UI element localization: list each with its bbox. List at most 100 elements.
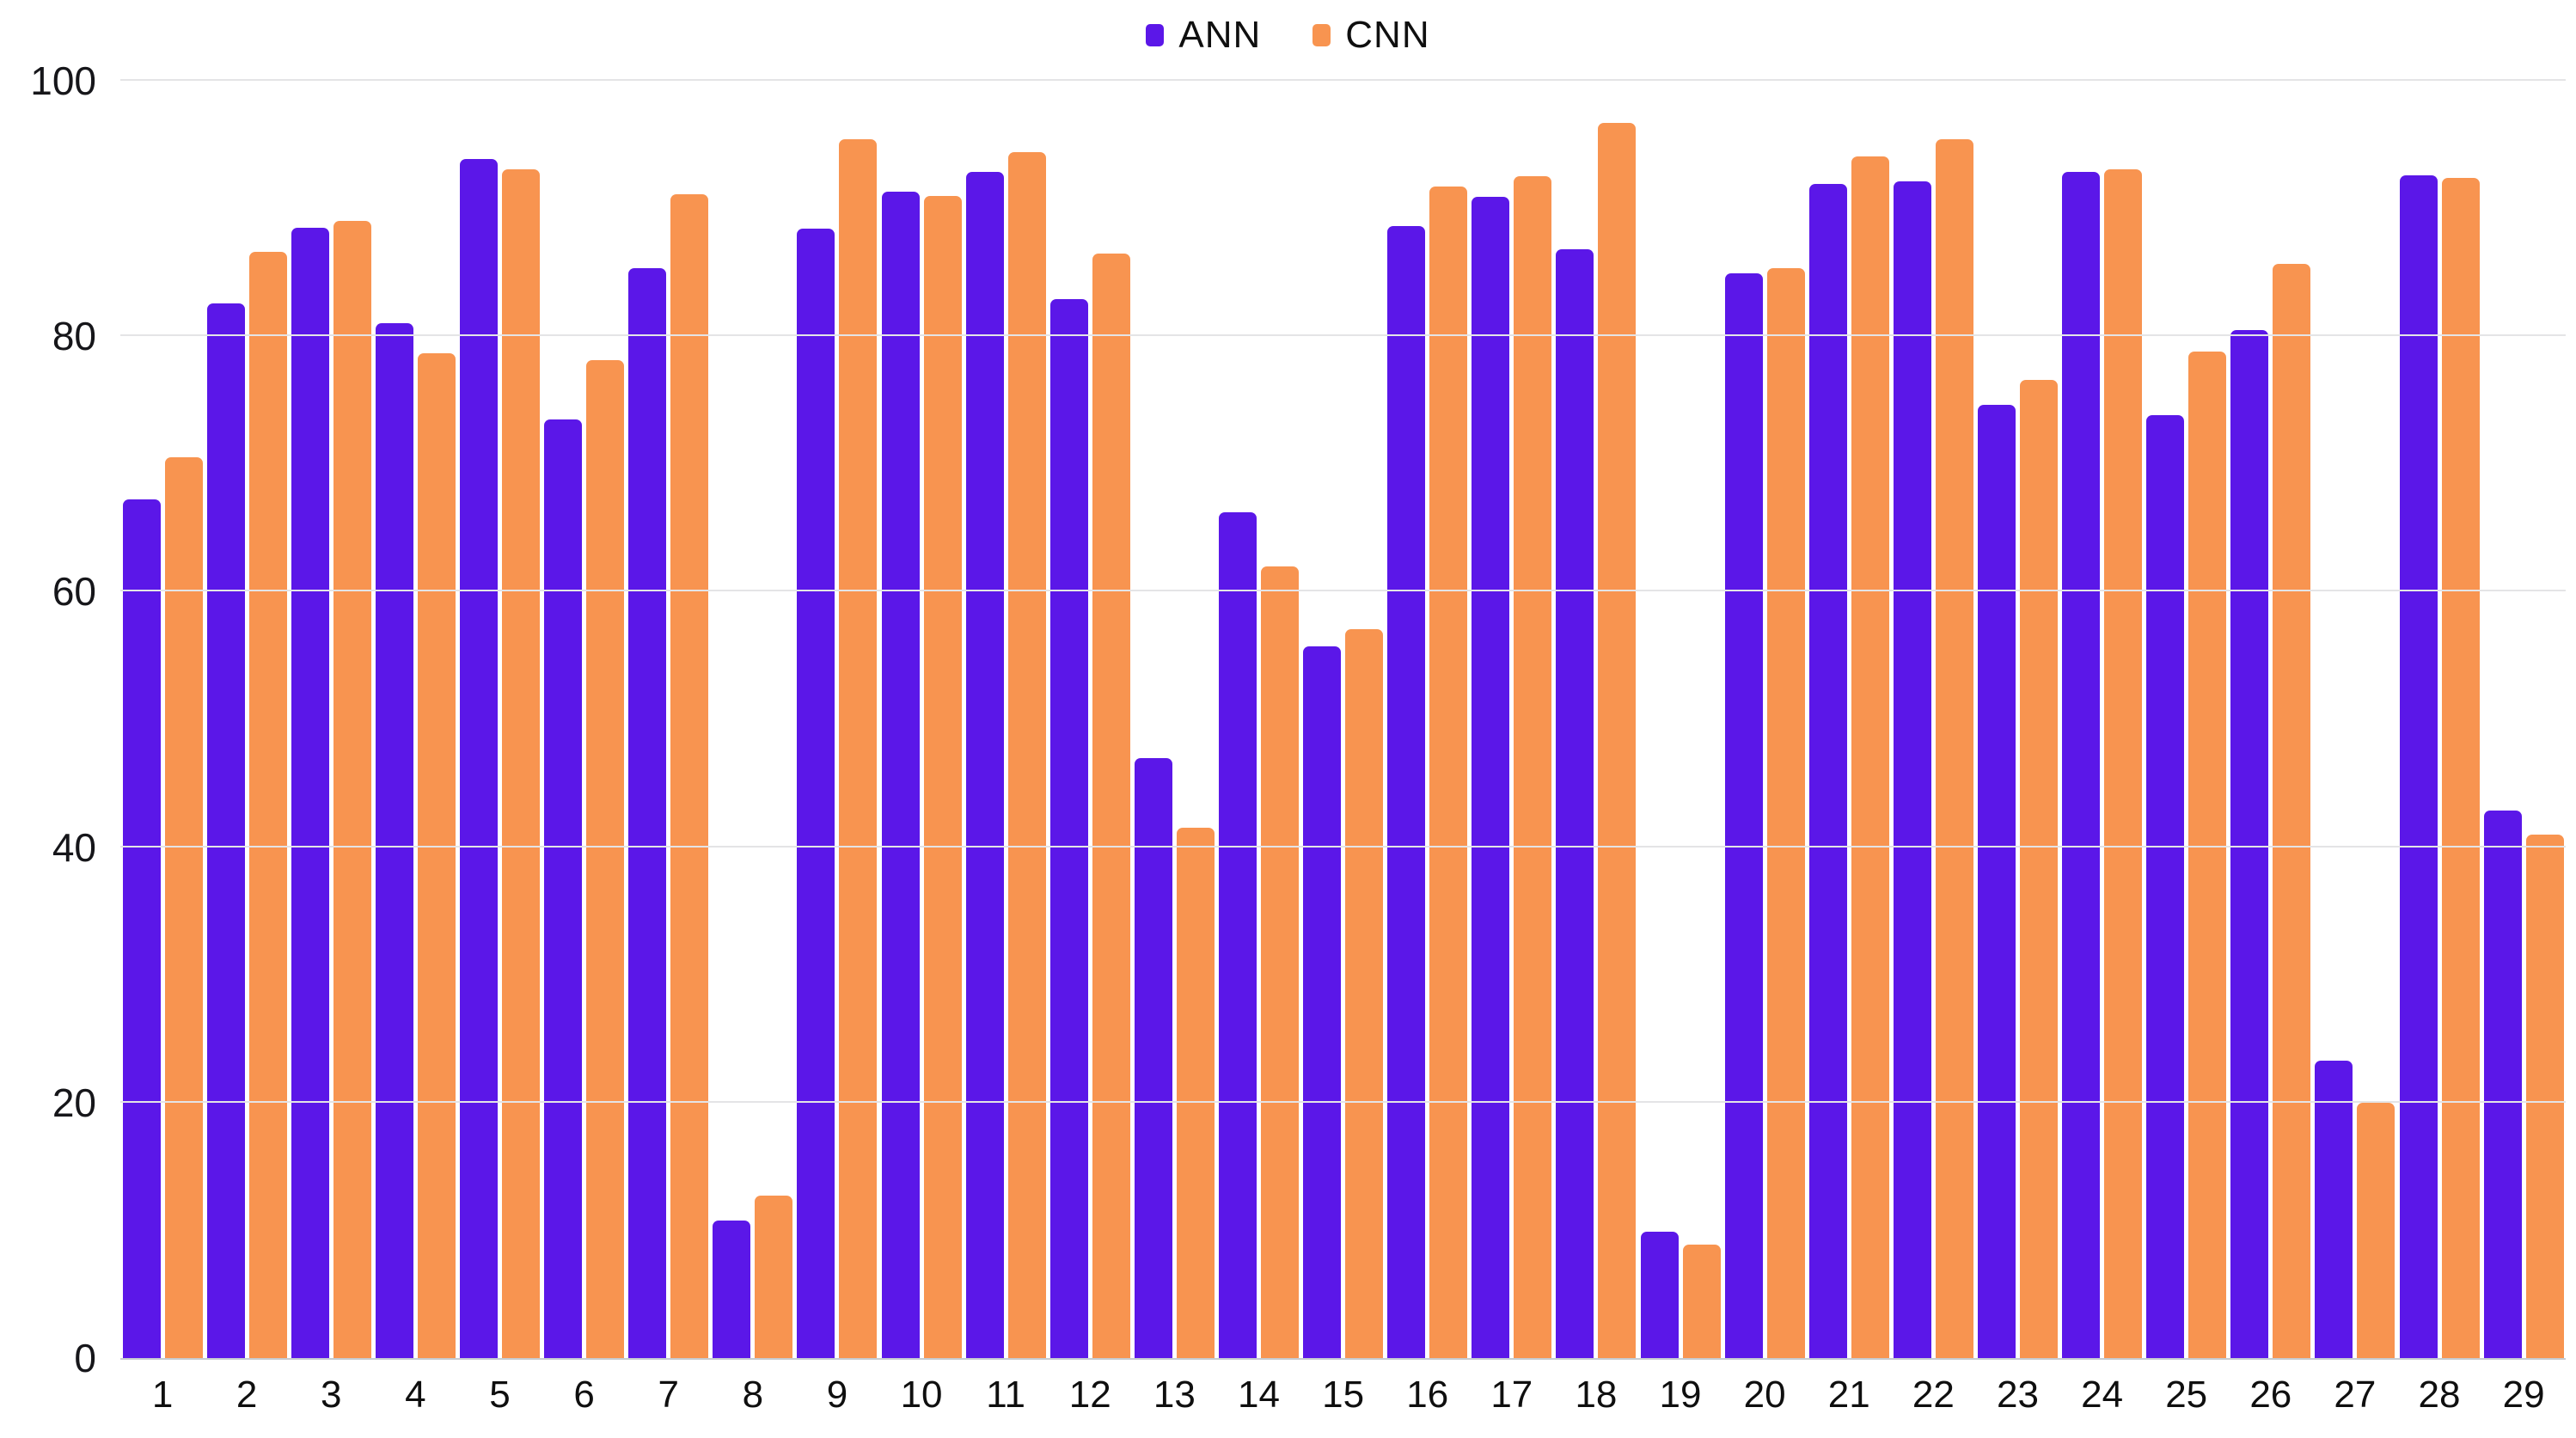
- bar-group-19: [1638, 81, 1722, 1358]
- bar-group-13: [1132, 81, 1216, 1358]
- bar-cnn-13: [1176, 828, 1215, 1358]
- x-tick-label-16: 16: [1406, 1374, 1449, 1416]
- bar-group-4: [373, 81, 457, 1358]
- y-tick-label-40: 40: [52, 824, 96, 870]
- y-tick-label-80: 80: [52, 314, 96, 359]
- bar-group-6: [542, 81, 627, 1358]
- x-tick-label-10: 10: [900, 1374, 943, 1416]
- bar-group-18: [1554, 81, 1638, 1358]
- bar-groups: [120, 81, 2566, 1358]
- gridline-60: [120, 590, 2566, 592]
- bar-group-22: [1891, 81, 1975, 1358]
- x-tick-label-25: 25: [2165, 1374, 2208, 1416]
- bar-cnn-12: [1092, 253, 1130, 1358]
- gridline-80: [120, 334, 2566, 337]
- x-tick-label-21: 21: [1827, 1374, 1870, 1416]
- bar-cnn-7: [670, 194, 709, 1358]
- bar-group-21: [1807, 81, 1891, 1358]
- x-tick-label-14: 14: [1238, 1374, 1280, 1416]
- bar-group-25: [2145, 81, 2229, 1358]
- bar-cnn-4: [417, 352, 456, 1358]
- bar-ann-8: [713, 1220, 751, 1358]
- bar-ann-4: [375, 323, 413, 1358]
- x-tick-label-29: 29: [2502, 1374, 2545, 1416]
- bar-cnn-26: [2273, 263, 2311, 1358]
- bar-ann-28: [2399, 174, 2438, 1358]
- bar-group-11: [964, 81, 1048, 1358]
- bar-cnn-3: [333, 221, 371, 1358]
- bar-ann-1: [122, 499, 161, 1358]
- bar-ann-25: [2146, 415, 2185, 1358]
- bar-ann-6: [544, 419, 583, 1358]
- bar-cnn-24: [2104, 168, 2143, 1358]
- bar-cnn-1: [164, 457, 203, 1358]
- bar-cnn-27: [2357, 1102, 2395, 1358]
- bar-ann-29: [2483, 810, 2522, 1358]
- bar-cnn-21: [1851, 156, 1889, 1358]
- x-tick-label-8: 8: [742, 1374, 764, 1416]
- legend: ANN CNN: [0, 14, 2576, 57]
- bar-group-24: [2060, 81, 2145, 1358]
- bar-group-8: [711, 81, 795, 1358]
- legend-item-cnn[interactable]: CNN: [1312, 14, 1429, 57]
- y-tick-label-100: 100: [30, 58, 96, 103]
- plot-area: [120, 79, 2566, 1360]
- bar-group-5: [457, 81, 542, 1358]
- bar-ann-5: [459, 158, 498, 1358]
- bar-group-29: [2481, 81, 2566, 1358]
- ann-swatch-icon: [1146, 24, 1165, 46]
- bar-group-16: [1386, 81, 1470, 1358]
- bar-cnn-19: [1682, 1244, 1721, 1358]
- legend-item-ann[interactable]: ANN: [1146, 14, 1261, 57]
- bar-group-2: [205, 81, 289, 1358]
- bar-group-17: [1470, 81, 1554, 1358]
- bar-ann-12: [1049, 299, 1088, 1358]
- bar-group-26: [2229, 81, 2313, 1358]
- bar-ann-15: [1303, 646, 1342, 1358]
- bar-cnn-29: [2525, 834, 2564, 1358]
- x-tick-label-3: 3: [321, 1374, 342, 1416]
- bar-cnn-20: [1766, 268, 1805, 1358]
- bar-cnn-2: [248, 252, 287, 1358]
- bar-ann-18: [1556, 249, 1594, 1358]
- bar-ann-22: [1893, 181, 1931, 1358]
- x-tick-label-6: 6: [573, 1374, 595, 1416]
- bar-group-9: [795, 81, 879, 1358]
- gridline-100: [120, 79, 2566, 81]
- x-tick-label-26: 26: [2249, 1374, 2292, 1416]
- bar-cnn-9: [839, 139, 878, 1358]
- legend-label-cnn: CNN: [1345, 14, 1430, 56]
- bar-ann-24: [2062, 171, 2101, 1358]
- bar-cnn-5: [501, 168, 540, 1358]
- x-tick-label-1: 1: [151, 1374, 174, 1416]
- gridline-40: [120, 845, 2566, 848]
- bar-cnn-6: [586, 360, 625, 1358]
- bar-cnn-28: [2441, 177, 2480, 1358]
- bar-ann-13: [1134, 757, 1172, 1358]
- x-tick-label-28: 28: [2418, 1374, 2461, 1416]
- bar-group-7: [627, 81, 711, 1358]
- bar-group-12: [1048, 81, 1132, 1358]
- bar-ann-10: [881, 192, 920, 1358]
- x-tick-label-2: 2: [236, 1374, 258, 1416]
- bar-ann-16: [1387, 226, 1426, 1358]
- bar-group-14: [1216, 81, 1300, 1358]
- y-axis: 0 20 40 60 80 100: [0, 61, 96, 1378]
- bar-group-15: [1301, 81, 1386, 1358]
- x-tick-label-11: 11: [986, 1374, 1025, 1416]
- bar-ann-27: [2315, 1060, 2353, 1358]
- cnn-swatch-icon: [1312, 24, 1331, 46]
- x-tick-label-15: 15: [1322, 1374, 1365, 1416]
- bar-group-20: [1722, 81, 1807, 1358]
- bar-ann-7: [628, 268, 667, 1358]
- bar-cnn-10: [923, 195, 962, 1358]
- bar-ann-17: [1472, 197, 1510, 1358]
- x-tick-label-4: 4: [405, 1374, 426, 1416]
- bar-ann-9: [797, 229, 835, 1358]
- y-tick-label-60: 60: [52, 569, 96, 615]
- x-tick-label-9: 9: [826, 1374, 848, 1416]
- x-tick-label-22: 22: [1912, 1374, 1955, 1416]
- bar-ann-3: [291, 227, 329, 1358]
- x-tick-label-20: 20: [1743, 1374, 1786, 1416]
- x-tick-label-23: 23: [1996, 1374, 2039, 1416]
